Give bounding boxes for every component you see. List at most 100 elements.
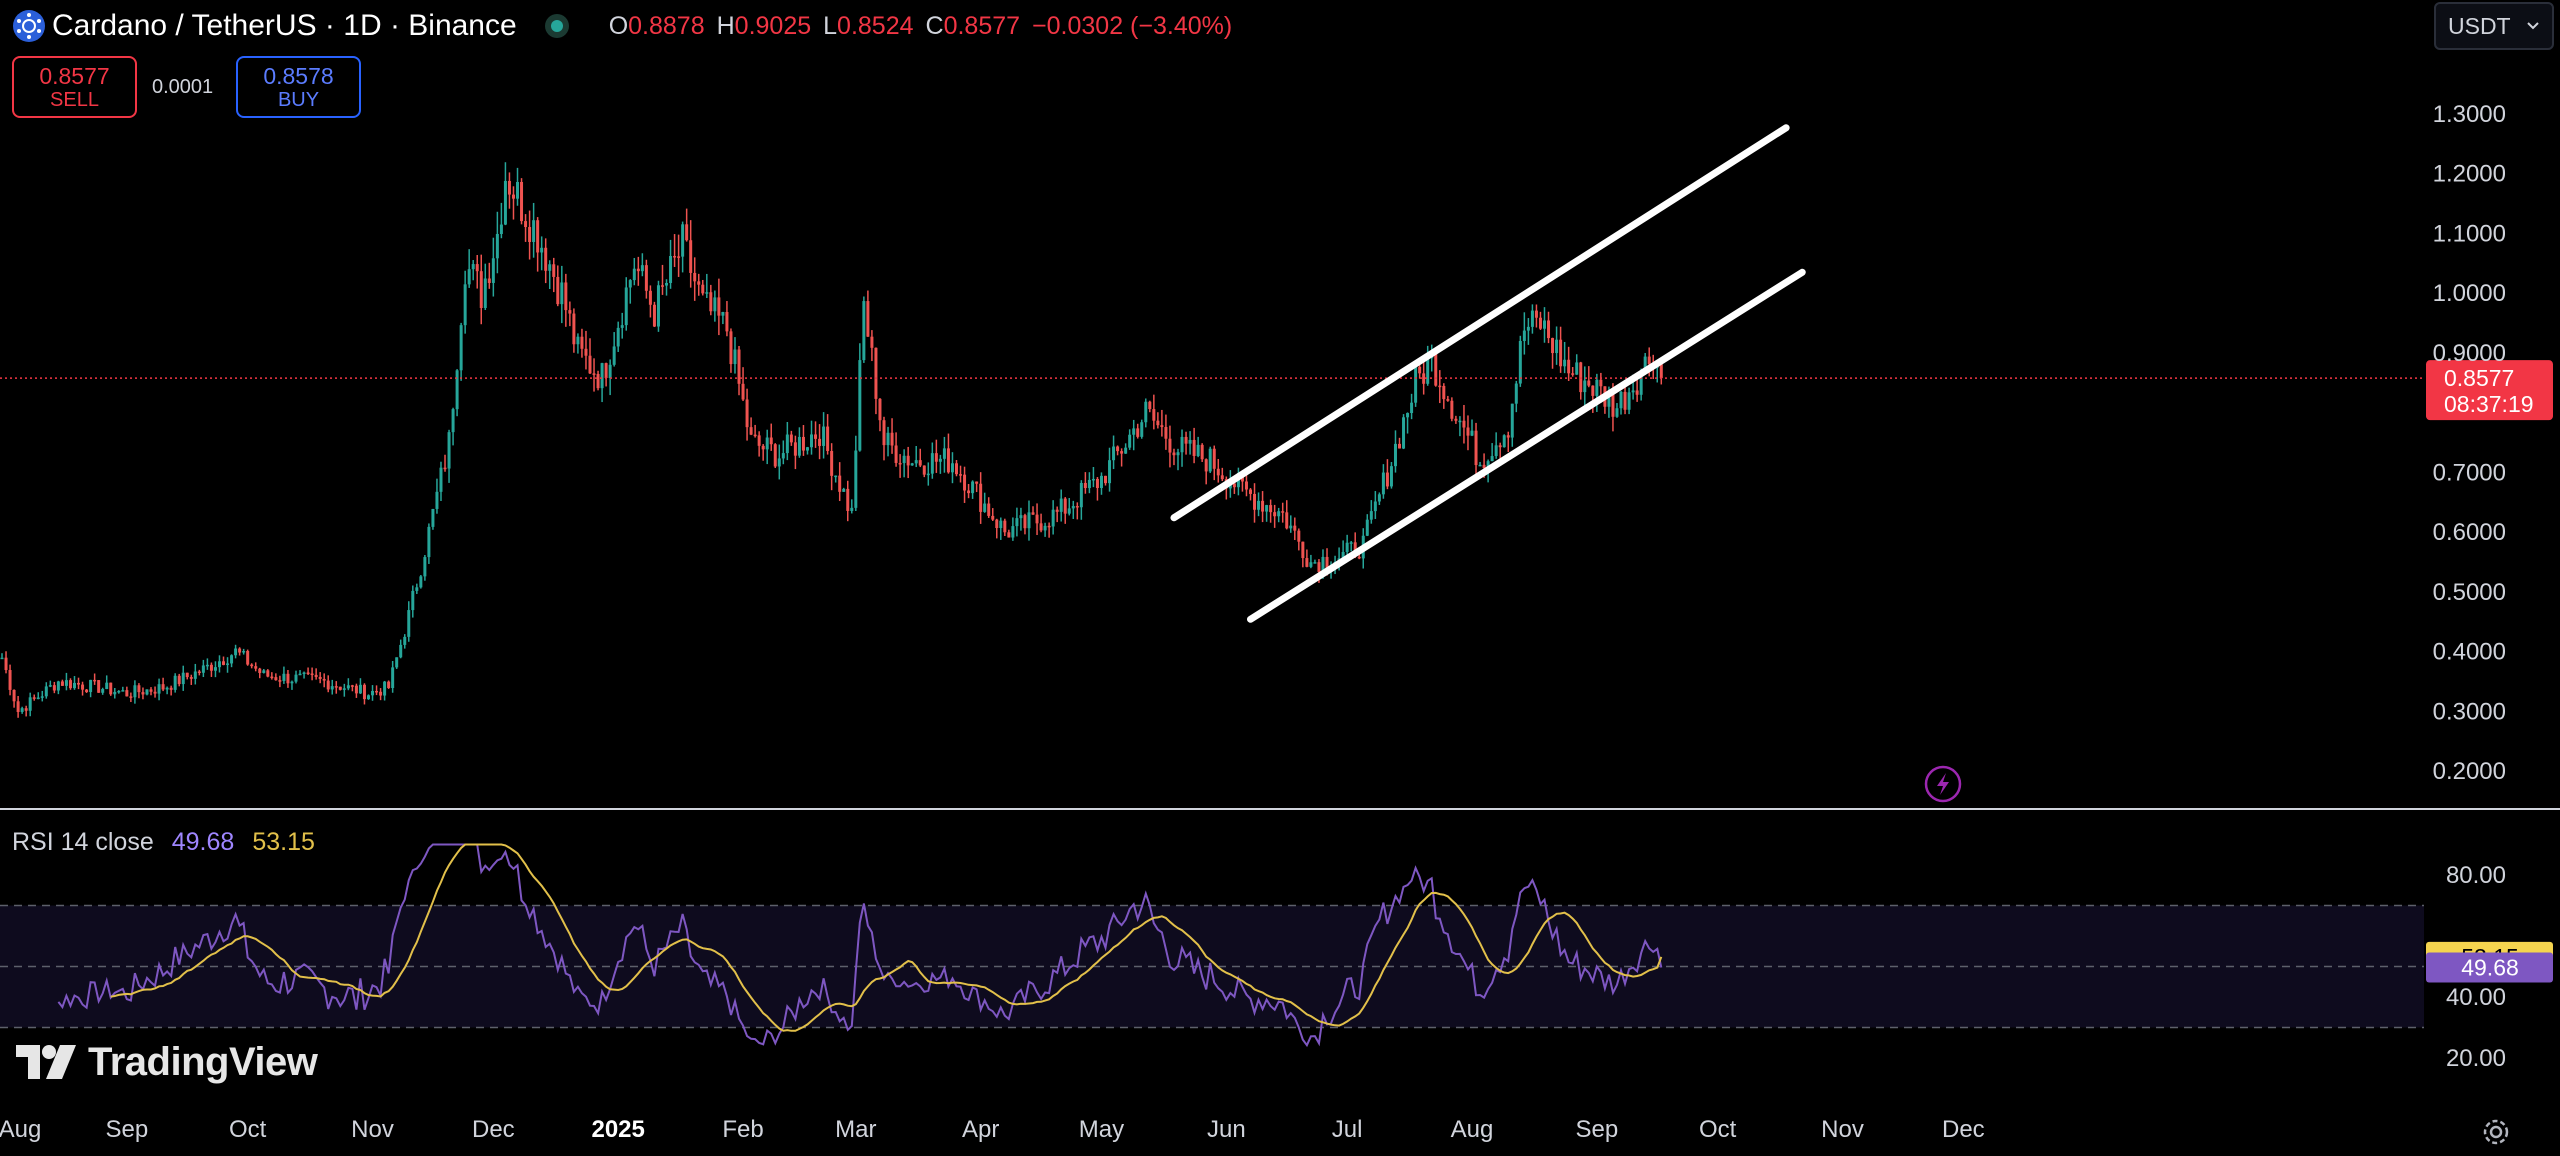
candle-body <box>528 227 532 242</box>
candle-body <box>1216 468 1220 476</box>
candle-body <box>189 677 193 679</box>
symbol-title[interactable]: Cardano / TetherUS · 1D · Binance <box>52 9 517 42</box>
candle-body <box>1422 373 1426 384</box>
time-axis-label: Nov <box>1821 1116 1864 1143</box>
candle-body <box>568 310 572 314</box>
candle-body <box>818 438 822 446</box>
market-status-icon[interactable] <box>543 12 571 40</box>
candle-body <box>584 348 588 356</box>
candle-body <box>946 448 950 473</box>
spread-value: 0.0001 <box>152 76 214 98</box>
candle-body <box>173 675 177 690</box>
candle-body <box>342 688 346 690</box>
candle-body <box>1402 417 1406 449</box>
candle-body <box>133 685 137 698</box>
ohlc-values: O0.8878 H0.9025 L0.8524 C0.8577 −0.0302 … <box>609 12 1233 41</box>
candle-body <box>40 696 44 698</box>
candle-body <box>1160 425 1164 428</box>
candle-body <box>1124 447 1128 454</box>
candle-body <box>1317 562 1321 572</box>
candle-body <box>383 681 387 696</box>
candle-body <box>1389 466 1393 487</box>
candle-body <box>1365 519 1369 536</box>
sell-button[interactable]: 0.8577 SELL <box>12 56 137 118</box>
candle-body <box>898 462 902 465</box>
buy-button[interactable]: 0.8578 BUY <box>236 56 361 118</box>
candle-body <box>1643 356 1647 373</box>
candle-body <box>56 681 60 691</box>
candle-body <box>495 233 499 259</box>
tradingview-watermark[interactable]: TradingView <box>16 1036 318 1088</box>
rsi-line[interactable] <box>57 843 1663 1048</box>
candle-body <box>1611 392 1615 417</box>
time-axis-label: Feb <box>722 1116 763 1143</box>
candle-body <box>1309 562 1313 567</box>
candle-body <box>391 667 395 689</box>
candle-body <box>524 221 528 228</box>
candle-body <box>1321 556 1325 572</box>
candle-body <box>793 442 797 456</box>
candle-body <box>1035 514 1039 524</box>
candle-body <box>608 364 612 379</box>
candle-body <box>1095 478 1099 488</box>
candle-body <box>1377 494 1381 502</box>
candle-body <box>838 475 842 492</box>
candle-body <box>1269 505 1273 513</box>
candle-body <box>906 455 910 466</box>
candle-body <box>1518 340 1522 384</box>
candle-body <box>1526 326 1530 331</box>
time-axis-label: Mar <box>835 1116 876 1143</box>
candle-body <box>1369 511 1373 520</box>
candle-body <box>1063 498 1067 514</box>
rsi-ma-line[interactable] <box>110 843 1663 1032</box>
channel-lower-line[interactable] <box>1246 268 1806 623</box>
candle-body <box>636 268 640 272</box>
candle-body <box>358 684 362 694</box>
candle-body <box>761 445 765 450</box>
time-axis-label: Dec <box>1942 1116 1985 1143</box>
rsi-ma-value: 53.15 <box>252 828 315 856</box>
candle-body <box>580 336 584 349</box>
candle-body <box>44 686 48 697</box>
time-axis-label: Oct <box>1699 1116 1737 1143</box>
candle-body <box>1285 512 1289 529</box>
candle-body <box>362 684 366 700</box>
candle-body <box>222 661 226 665</box>
symbol-header: Cardano / TetherUS · 1D · Binance O0.887… <box>0 0 1232 52</box>
candle-body <box>415 587 419 591</box>
candle-body <box>882 420 886 446</box>
candle-body <box>330 686 334 690</box>
candle-body <box>1486 461 1490 469</box>
candle-body <box>1595 379 1599 396</box>
candle-body <box>1587 380 1591 386</box>
candle-body <box>1140 422 1144 437</box>
candle-body <box>1438 385 1442 388</box>
candle-body <box>238 648 242 653</box>
lightning-event-icon[interactable] <box>1923 764 1963 804</box>
buy-price: 0.8578 <box>263 63 334 89</box>
candle-body <box>354 685 358 694</box>
candle-body <box>1007 532 1011 538</box>
candle-body <box>8 670 12 690</box>
candle-body <box>201 665 205 673</box>
candle-body <box>387 681 391 689</box>
candle-body <box>926 473 930 476</box>
candle-body <box>141 692 145 695</box>
tradingview-logo-icon <box>16 1045 76 1079</box>
currency-selector[interactable]: USDT <box>2434 2 2554 50</box>
price-axis-label: 0.7000 <box>2433 459 2506 486</box>
candle-body <box>1442 385 1446 400</box>
candle-body <box>1583 380 1587 393</box>
time-axis-label: Aug <box>0 1116 41 1143</box>
candle-body <box>81 684 85 690</box>
candle-body <box>753 434 757 437</box>
channel-upper-line[interactable] <box>1170 124 1790 522</box>
candle-body <box>322 678 326 681</box>
candle-body <box>1385 472 1389 487</box>
settings-gear-icon[interactable] <box>2478 1114 2514 1150</box>
rsi-legend[interactable]: RSI 14 close 49.68 53.15 <box>12 828 315 857</box>
candle-body <box>934 453 938 462</box>
candle-body <box>540 247 544 253</box>
